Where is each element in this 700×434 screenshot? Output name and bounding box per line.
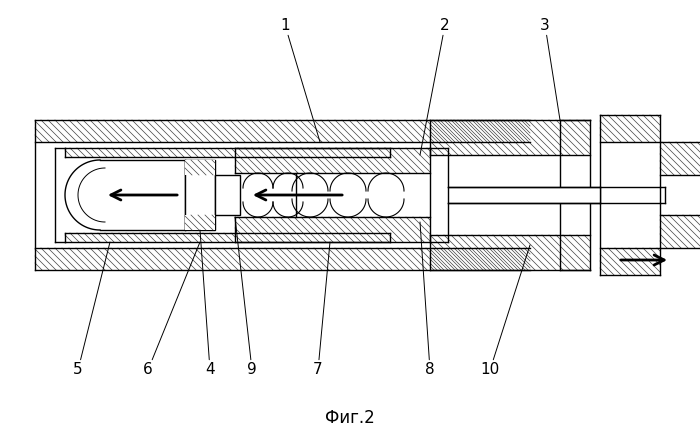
Text: 5: 5 [74, 242, 110, 378]
Bar [430, 235, 590, 270]
Bar [185, 160, 215, 175]
Bar [65, 148, 390, 157]
Bar [600, 115, 660, 142]
Bar [235, 173, 430, 217]
Text: 3: 3 [540, 17, 560, 120]
Text: 10: 10 [480, 245, 530, 378]
Bar [430, 120, 590, 155]
Text: 2: 2 [420, 17, 450, 155]
Text: 7: 7 [313, 242, 330, 378]
Bar [600, 248, 660, 275]
Text: 4: 4 [200, 230, 215, 378]
Bar [35, 120, 530, 142]
Bar [185, 160, 215, 230]
Bar [55, 157, 390, 233]
Bar [55, 157, 65, 233]
Bar [660, 215, 700, 248]
Bar [215, 175, 240, 215]
Bar [448, 187, 600, 203]
Text: 1: 1 [280, 17, 320, 142]
Text: Фиг.2: Фиг.2 [325, 409, 375, 427]
Text: 6: 6 [143, 242, 200, 378]
Bar [35, 248, 530, 270]
Bar [65, 233, 390, 242]
Bar [560, 120, 590, 270]
Text: 8: 8 [420, 222, 435, 378]
Bar [660, 142, 700, 175]
Bar [235, 217, 430, 242]
Text: 9: 9 [235, 217, 257, 378]
Bar [185, 215, 215, 230]
Bar [235, 148, 430, 173]
Polygon shape [65, 160, 185, 230]
